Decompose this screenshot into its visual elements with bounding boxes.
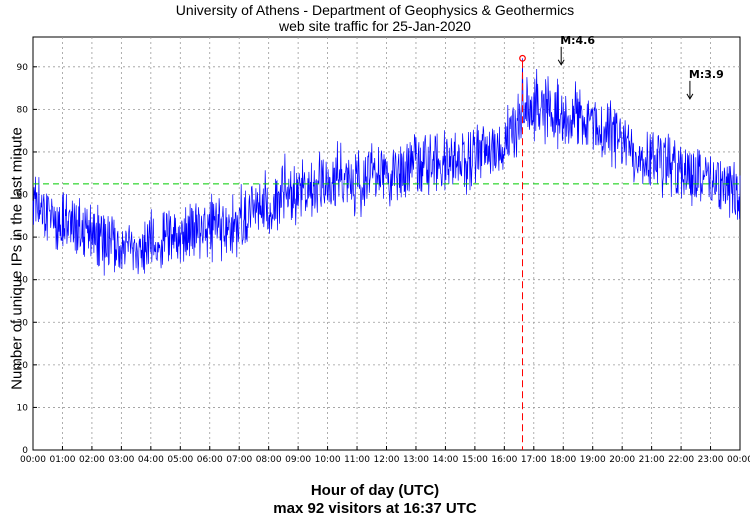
x-tick-label: 04:00	[138, 455, 164, 465]
x-tick-label: 18:00	[550, 455, 576, 465]
y-tick-label: 30	[17, 318, 29, 328]
y-tick-label: 70	[17, 148, 29, 158]
traffic-line	[32, 58, 741, 276]
y-tick-label: 20	[17, 361, 29, 371]
x-tick-label: 08:00	[256, 455, 282, 465]
max-point-marker	[519, 54, 526, 62]
x-axis-label: Hour of day (UTC)	[310, 482, 440, 499]
x-tick-label: 10:00	[315, 455, 341, 465]
y-tick-label: 60	[17, 191, 29, 201]
y-tick-label: 80	[17, 105, 29, 115]
x-tick-label: 12:00	[374, 455, 400, 465]
y-tick-label: 10	[17, 403, 29, 413]
annotation-arrow-head	[557, 59, 565, 66]
annotation-arrow-head	[686, 93, 694, 100]
y-tick-label: 90	[17, 63, 29, 73]
annotation-label: M:3.9	[689, 68, 724, 81]
x-tick-label: 02:00	[79, 455, 105, 465]
x-tick-label: 13:00	[403, 455, 429, 465]
x-tick-label: 23:00	[698, 455, 724, 465]
x-tick-label: 17:00	[521, 455, 547, 465]
x-tick-label: 14:00	[432, 455, 458, 465]
x-tick-label: 05:00	[167, 455, 193, 465]
x-tick-label: 06:00	[197, 455, 223, 465]
y-tick-label: 0	[22, 446, 28, 456]
x-tick-label: 09:00	[285, 455, 311, 465]
x-tick-label: 01:00	[49, 455, 75, 465]
x-tick-label: 15:00	[462, 455, 488, 465]
chart-footer: max 92 visitors at 16:37 UTC	[273, 500, 477, 517]
x-tick-label: 21:00	[639, 455, 665, 465]
x-tick-label: 20:00	[609, 455, 635, 465]
x-tick-label: 00:00	[727, 455, 750, 465]
y-axis-label: Number of unique IPs in the last minute	[8, 127, 26, 390]
x-tick-label: 00:00	[20, 455, 46, 465]
x-tick-label: 11:00	[344, 455, 370, 465]
y-tick-label: 50	[17, 233, 29, 243]
x-tick-label: 07:00	[226, 455, 252, 465]
x-tick-label: 16:00	[491, 455, 517, 465]
x-tick-label: 22:00	[668, 455, 694, 465]
y-tick-label: 40	[17, 276, 29, 286]
x-tick-label: 03:00	[108, 455, 134, 465]
chart-title: University of Athens - Department of Geo…	[175, 2, 575, 18]
chart-subtitle: web site traffic for 25-Jan-2020	[279, 18, 471, 34]
x-tick-label: 19:00	[580, 455, 606, 465]
annotation-label: M:4.6	[560, 34, 595, 47]
